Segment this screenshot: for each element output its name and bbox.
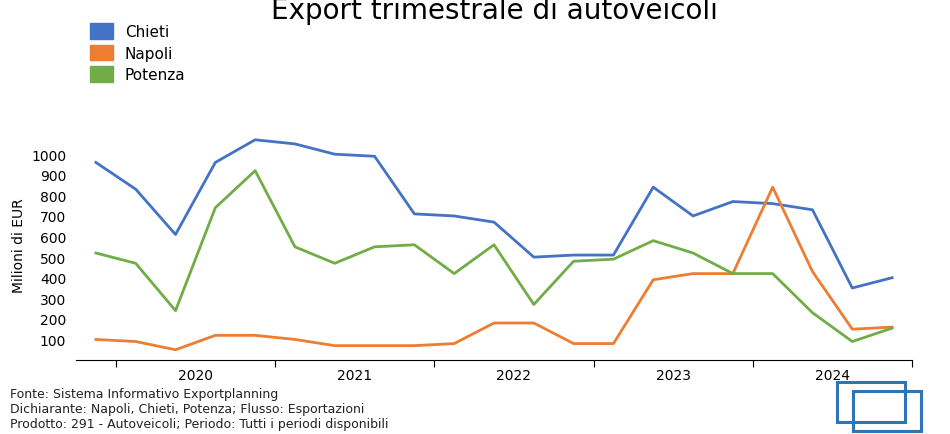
Text: Fonte: Sistema Informativo Exportplanning
Dichiarante: Napoli, Chieti, Potenza; : Fonte: Sistema Informativo Exportplannin… bbox=[10, 387, 388, 430]
Legend: Chieti, Napoli, Potenza: Chieti, Napoli, Potenza bbox=[84, 18, 192, 89]
Title: Export trimestrale di autoveicoli: Export trimestrale di autoveicoli bbox=[271, 0, 717, 25]
Y-axis label: Milioni di EUR: Milioni di EUR bbox=[11, 198, 26, 293]
FancyBboxPatch shape bbox=[837, 382, 904, 422]
